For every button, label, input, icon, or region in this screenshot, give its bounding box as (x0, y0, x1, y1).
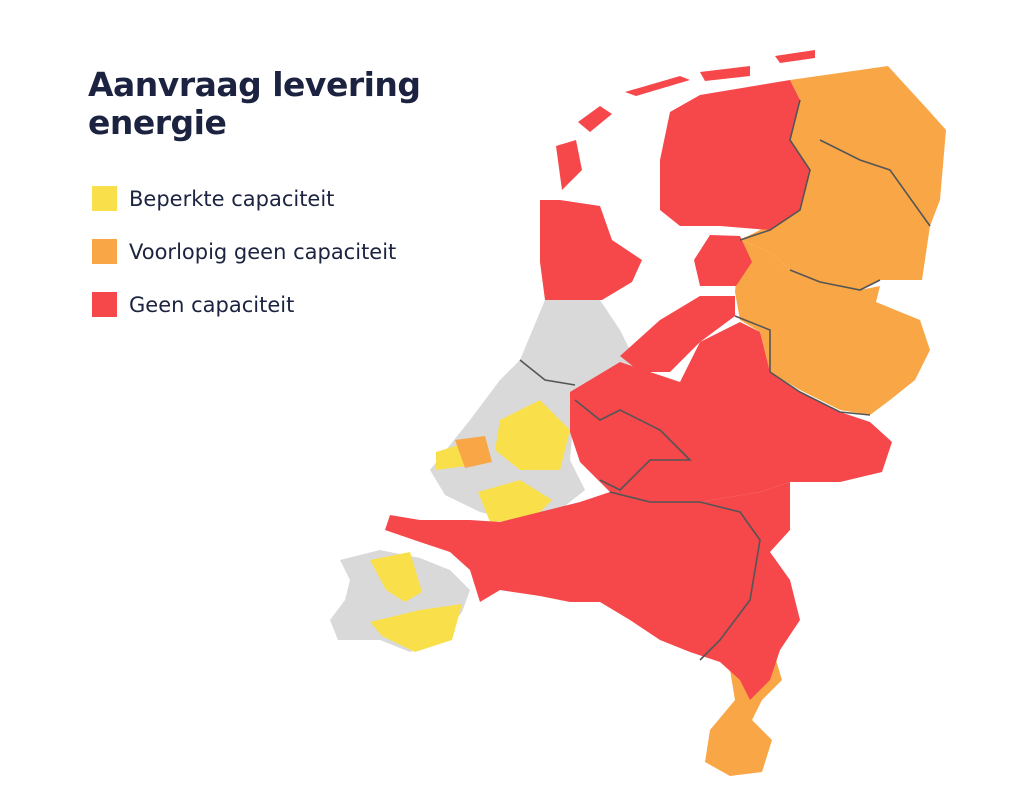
legend-label: Geen capaciteit (129, 292, 295, 317)
province-border (819, 139, 931, 227)
region-vlieland (625, 76, 690, 96)
legend: Beperkte capaciteit Voorlopig geen capac… (92, 172, 396, 331)
legend-label: Voorlopig geen capaciteit (129, 239, 397, 264)
legend-swatch (92, 239, 117, 264)
region-gelderland-utrecht (570, 322, 892, 502)
region-ameland-schiermonnikoog (775, 50, 815, 63)
province-border (739, 99, 811, 241)
region-yellow-zeeland-north (370, 552, 422, 602)
region-yellow-zeeland-south (370, 604, 462, 652)
map-title: Aanvraag levering energie (88, 65, 421, 142)
region-terschelling (700, 66, 750, 81)
province-border (734, 315, 871, 416)
legend-label: Beperkte capaciteit (129, 186, 335, 211)
province-border (789, 269, 881, 291)
legend-item-geen: Geen capaciteit (92, 278, 396, 331)
region-noord-holland (540, 200, 642, 300)
province-border (519, 359, 576, 386)
legend-swatch (92, 292, 117, 317)
legend-item-voorlopig: Voorlopig geen capaciteit (92, 225, 396, 278)
region-brabant-limburg (385, 482, 800, 700)
province-border (609, 491, 761, 661)
region-overijssel (735, 240, 930, 415)
region-friesland (660, 80, 810, 230)
region-orange-zh (455, 436, 492, 468)
province-border (574, 399, 692, 491)
region-groningen-drenthe (740, 66, 946, 290)
region-texel (578, 106, 612, 132)
region-flevoland-south (620, 296, 735, 372)
legend-item-beperkte: Beperkte capaciteit (92, 172, 396, 225)
region-yellow-zh-south (478, 480, 552, 522)
region-yellow-zh-center (495, 400, 570, 470)
region-noord-holland-top (556, 140, 582, 190)
region-noordoostpolder (694, 235, 752, 286)
legend-swatch (92, 186, 117, 211)
